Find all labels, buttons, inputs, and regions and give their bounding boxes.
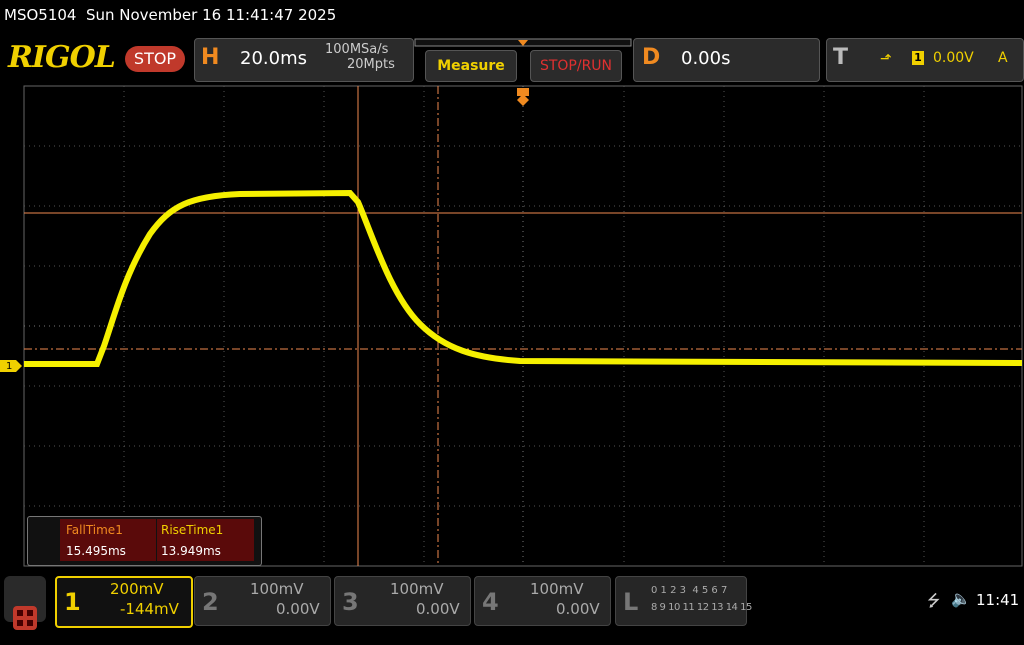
channel-offset: -144mV xyxy=(120,600,179,618)
sample-rate: 100MSa/s xyxy=(325,42,389,57)
measure-value: 15.495ms xyxy=(66,544,126,558)
channel-offset: 0.00V xyxy=(276,600,320,618)
channel-4[interactable] xyxy=(474,576,611,626)
channel-scale: 100mV xyxy=(390,580,444,598)
channel-number: 2 xyxy=(202,588,219,616)
channel-offset: 0.00V xyxy=(556,600,600,618)
system-time: 11:41 xyxy=(976,591,1020,609)
t-label: T xyxy=(833,45,849,70)
waveform-trace xyxy=(24,189,1023,367)
logo: RIGOL xyxy=(8,40,116,75)
trigger-source: 1 xyxy=(912,51,924,65)
trigger-edge: ⬏ xyxy=(880,51,892,67)
delay-box[interactable] xyxy=(633,38,820,82)
channel-marker: 1 xyxy=(6,361,13,372)
memory-pointer xyxy=(518,40,528,46)
status-title: MSO5104 Sun November 16 11:41:47 2025 xyxy=(4,6,337,24)
channel-1[interactable] xyxy=(55,576,193,628)
menu-icon-grid xyxy=(17,610,33,626)
logic-row: 0 1 2 3 4 5 6 7 xyxy=(651,585,728,596)
usb-icon: ⭍ xyxy=(927,591,941,610)
d-label: D xyxy=(642,45,661,70)
menu-icon xyxy=(13,606,37,630)
logic-row: 8 9 10 11 12 13 14 15 xyxy=(651,602,752,613)
memory-depth: 20Mpts xyxy=(347,57,395,72)
trigger-level: 0.00V xyxy=(933,50,974,66)
channel-marker-shape xyxy=(0,360,22,372)
channel-scale: 200mV xyxy=(110,580,164,598)
delay-value: 0.00s xyxy=(681,48,731,69)
channel-3[interactable] xyxy=(334,576,471,626)
stop-run-button[interactable]: STOP/RUN xyxy=(530,50,622,82)
trigger-position xyxy=(517,94,529,106)
channel-number: 3 xyxy=(342,588,359,616)
memory-bar xyxy=(414,38,632,47)
measure-cell-bg xyxy=(157,519,254,561)
horizontal-box[interactable] xyxy=(194,38,414,82)
trigger-box[interactable] xyxy=(826,38,1024,82)
waveform-screen xyxy=(0,85,1023,567)
timebase: 20.0ms xyxy=(240,48,307,69)
measure-value: 13.949ms xyxy=(161,544,221,558)
channel-number: 4 xyxy=(482,588,499,616)
measure-header: RiseTime1 xyxy=(161,523,224,537)
h-label: H xyxy=(201,45,220,70)
trigger-position-tag xyxy=(517,88,529,96)
channel-scale: 100mV xyxy=(530,580,584,598)
measure-cell-bg xyxy=(60,519,156,561)
logic-label: L xyxy=(623,588,639,616)
trigger-mode: A xyxy=(998,50,1008,66)
logic-box[interactable] xyxy=(615,576,747,626)
measure-header: FallTime1 xyxy=(66,523,123,537)
scope-ui: MSO5104 Sun November 16 11:41:47 2025 RI… xyxy=(0,6,1024,630)
channel-2[interactable] xyxy=(194,576,331,626)
measure-button[interactable]: Measure xyxy=(425,50,517,82)
cursor-lines-b xyxy=(24,86,1022,566)
channel-number: 1 xyxy=(64,588,81,616)
run-state[interactable]: STOP xyxy=(125,46,185,72)
grid-center xyxy=(24,86,1022,566)
speaker-icon: 🔈 xyxy=(951,589,971,608)
channel-scale: 100mV xyxy=(250,580,304,598)
channel-offset: 0.00V xyxy=(416,600,460,618)
menu-button[interactable] xyxy=(4,576,46,630)
cursor-lines xyxy=(24,86,1022,566)
menu-icon-bg xyxy=(13,606,37,630)
